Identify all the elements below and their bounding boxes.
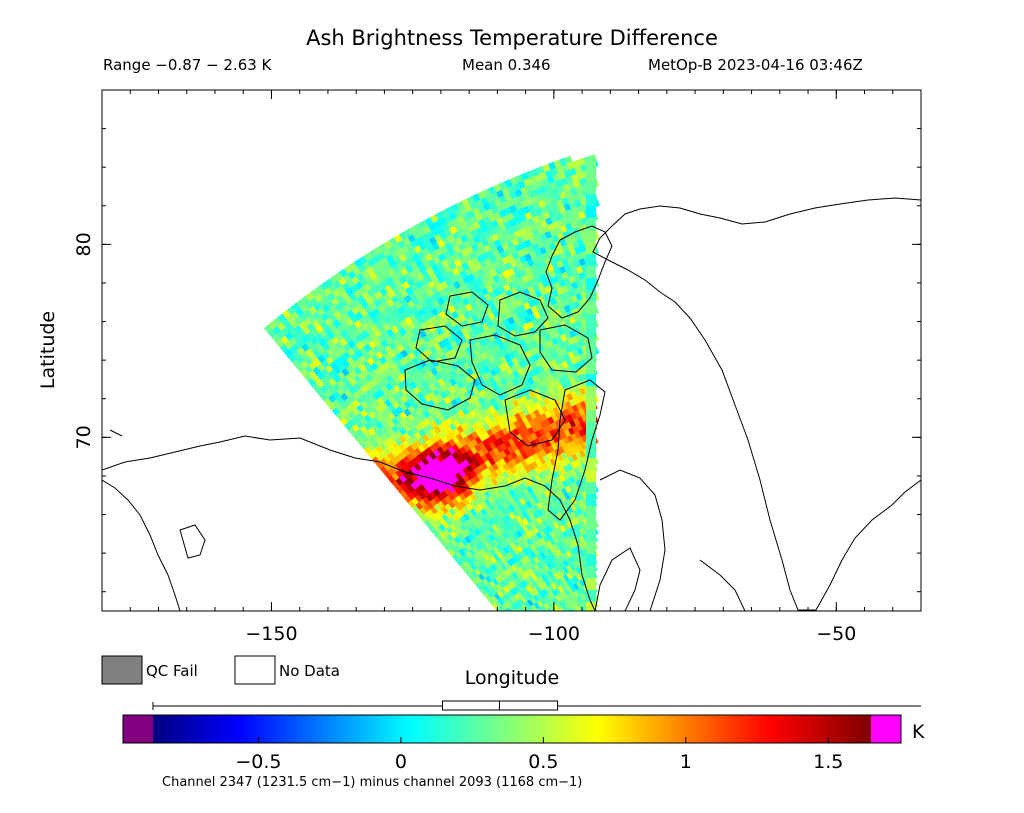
swath-pixel bbox=[586, 374, 596, 386]
swath-pixel bbox=[586, 242, 596, 254]
swath-pixel bbox=[586, 338, 596, 350]
swath-pixel bbox=[586, 266, 596, 278]
swath-pixel bbox=[586, 230, 596, 242]
swath-pixel bbox=[586, 518, 596, 530]
colorbar-gradient bbox=[153, 715, 871, 743]
swath-pixel bbox=[532, 611, 539, 618]
range-text: Range −0.87 − 2.63 K bbox=[103, 56, 272, 74]
swath-pixel bbox=[586, 506, 596, 518]
swath-pixel bbox=[586, 482, 596, 494]
swath-pixel bbox=[586, 398, 596, 410]
swath-pixel bbox=[586, 350, 596, 362]
colorbar-tick-label: −0.5 bbox=[235, 751, 281, 773]
x-axis-label: Longitude bbox=[465, 667, 560, 689]
colorbar-ticks: −0.5 0 0.5 1 1.5 bbox=[235, 737, 843, 773]
swath-pixel bbox=[586, 254, 596, 266]
ellesmere-coast bbox=[545, 225, 613, 319]
swath-pixel bbox=[586, 614, 596, 626]
swath-pixel bbox=[586, 386, 596, 398]
swath-pixel bbox=[587, 611, 593, 618]
colorbar-tick-label: 1 bbox=[680, 751, 692, 773]
swath-pixel bbox=[586, 302, 596, 314]
ash-hotspot bbox=[429, 475, 451, 489]
swath-pixel bbox=[586, 362, 596, 374]
swath-pixel bbox=[586, 218, 596, 230]
qc-fail-swatch bbox=[101, 655, 143, 685]
ash-swath-layer bbox=[263, 154, 600, 638]
qc-fail-label: QC Fail bbox=[146, 662, 198, 680]
colorbar-boxplot bbox=[152, 700, 921, 711]
mean-text: Mean 0.346 bbox=[462, 56, 551, 74]
satellite-time-text: MetOp-B 2023-04-16 03:46Z bbox=[648, 56, 863, 74]
coastlines bbox=[102, 197, 921, 611]
swath-pixel bbox=[586, 470, 596, 482]
swath-pixel bbox=[586, 278, 596, 290]
swath-pixel bbox=[564, 155, 573, 165]
baffin-coast bbox=[547, 379, 606, 521]
x-tick-label: −150 bbox=[245, 623, 297, 645]
swath-pixel bbox=[586, 530, 596, 542]
colorbar-tick-label: 0 bbox=[395, 751, 407, 773]
colorbar-caption: Channel 2347 (1231.5 cm−1) minus channel… bbox=[162, 775, 582, 790]
swath-pixel bbox=[555, 610, 557, 611]
swath-pixel bbox=[586, 206, 596, 218]
swath-pixel bbox=[586, 422, 596, 434]
y-tick-label: 80 bbox=[73, 232, 95, 256]
swath-pixel bbox=[586, 170, 596, 182]
swath-pixel bbox=[586, 158, 596, 170]
y-axis: 70 80 bbox=[73, 89, 921, 593]
swath-pixel bbox=[586, 566, 596, 578]
x-tick-label: −100 bbox=[528, 623, 580, 645]
swath-pixel bbox=[586, 182, 596, 194]
swath-pixel bbox=[586, 314, 596, 326]
no-data-label: No Data bbox=[279, 662, 340, 680]
swath-pixel bbox=[586, 554, 596, 566]
swath-pixel bbox=[586, 578, 596, 590]
swath-pixel bbox=[524, 610, 526, 611]
x-axis: −150 −100 −50 bbox=[129, 90, 894, 645]
colorbar-tick-label: 0.5 bbox=[528, 751, 558, 773]
swath-pixel bbox=[586, 194, 596, 206]
plot-frame bbox=[101, 89, 922, 612]
chart-title: Ash Brightness Temperature Difference bbox=[306, 26, 718, 50]
y-axis-label: Latitude bbox=[37, 311, 59, 389]
swath-pixel bbox=[586, 542, 596, 554]
swath-pixel bbox=[586, 434, 596, 446]
swath-pixel bbox=[586, 446, 596, 458]
y-tick-label: 70 bbox=[73, 425, 95, 449]
colorbar-frame bbox=[122, 714, 902, 744]
swath-pixel bbox=[586, 494, 596, 506]
colorbar-under bbox=[123, 715, 153, 743]
swath-pixel bbox=[586, 626, 596, 638]
boxplot-box bbox=[441, 700, 559, 711]
swath-pixel bbox=[586, 458, 596, 470]
colorbar-tick-label: 1.5 bbox=[813, 751, 843, 773]
x-tick-label: −50 bbox=[816, 623, 856, 645]
swath-pixel bbox=[586, 410, 596, 422]
swath-pixel bbox=[586, 590, 596, 602]
greenland-coast bbox=[592, 197, 921, 611]
colorbar-unit: K bbox=[912, 721, 925, 743]
north-america-coast bbox=[102, 435, 596, 611]
swath-pixel bbox=[586, 326, 596, 338]
swath-pixel bbox=[586, 602, 596, 611]
no-data-swatch bbox=[234, 655, 276, 685]
colorbar-over bbox=[871, 715, 901, 743]
